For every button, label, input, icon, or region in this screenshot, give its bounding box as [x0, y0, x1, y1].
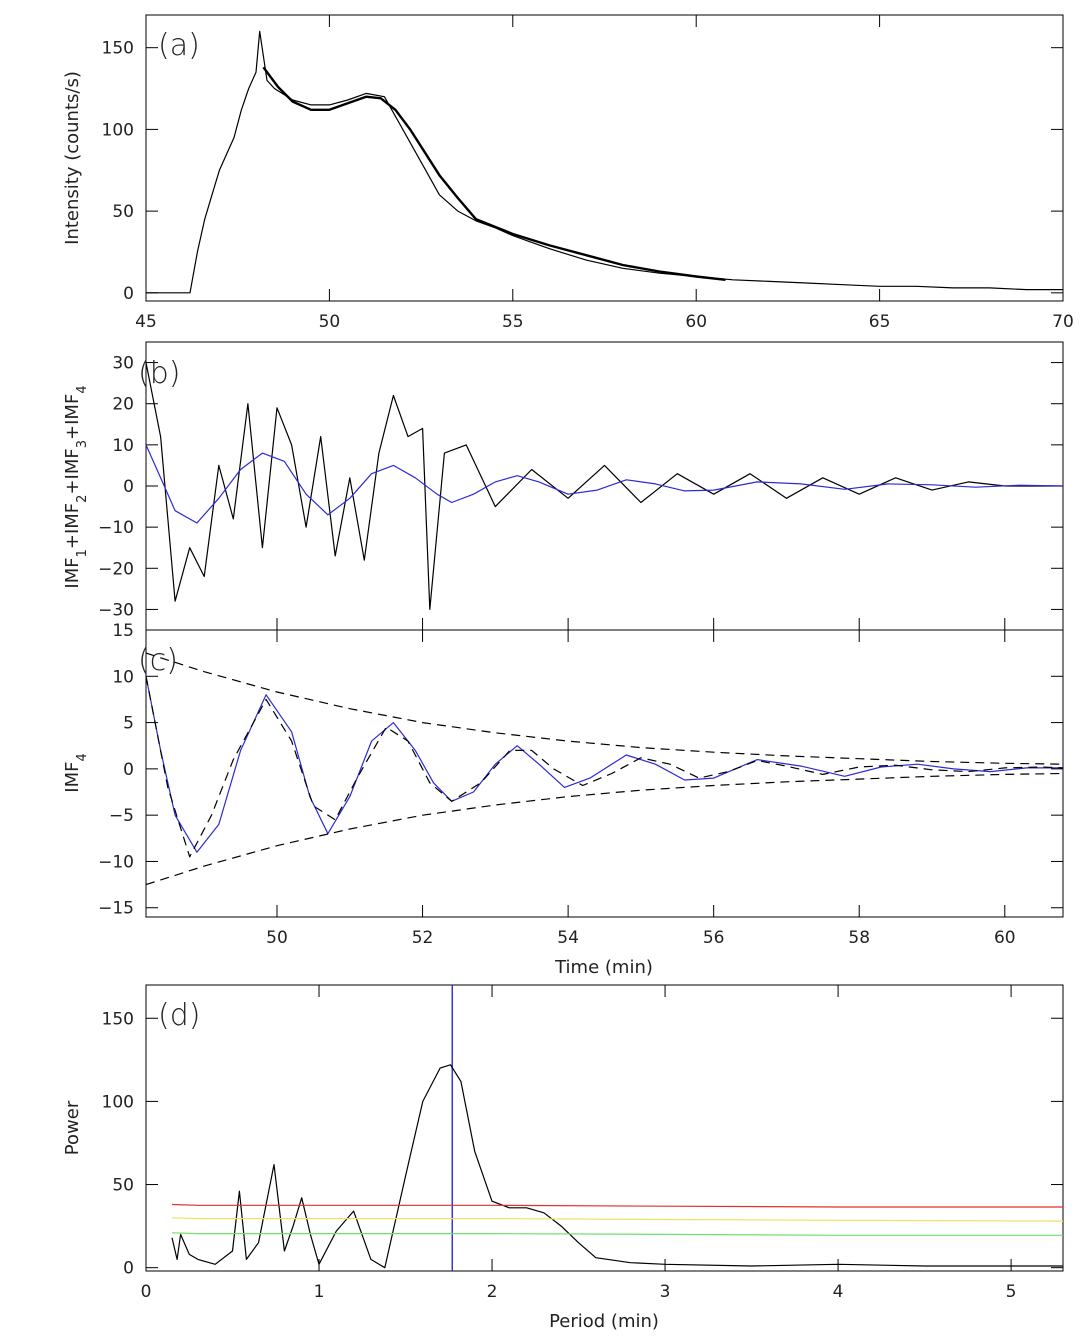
y-tick-label: 150: [102, 39, 134, 59]
series-yellow-level: [171, 1217, 1064, 1222]
x-tick-label: 65: [869, 312, 891, 332]
series-smoothed-trend: [262, 66, 726, 281]
y-tick-label: 0: [123, 1259, 134, 1279]
panel-c-chart: −15 −10 −5 0 5 10 15 50 52 54 56 58 60 (c) IMF4 Time…: [62, 621, 1064, 978]
y-tick-label: 50: [112, 202, 134, 222]
x-tick-label: 4: [833, 1282, 844, 1302]
panel-b-label: (b): [138, 356, 180, 391]
y-tick-label: 0: [123, 760, 134, 780]
panel-b-ylabel: IMF1+IMF2+IMF3+IMF4: [62, 385, 90, 588]
y-tick-label: −10: [98, 518, 134, 538]
y-tick-label: 0: [123, 477, 134, 497]
panel-c-ticks: [146, 629, 1063, 917]
y-tick-label: 50: [112, 1176, 134, 1196]
y-tick-label: 30: [112, 354, 134, 374]
y-tick-label: 10: [112, 436, 134, 456]
panel-c-ylabel: IMF4: [62, 753, 90, 792]
panel-b-chart: −30 −20 −10 0 10 20 30 (b) IMF1+IMF2+IMF3+IMF4: [62, 341, 1064, 631]
panel-c-xlabel: Time (min): [554, 957, 653, 978]
y-tick-label: 100: [102, 1092, 134, 1112]
y-tick-label: 20: [112, 395, 134, 415]
x-tick-label: 2: [487, 1282, 498, 1302]
panel-d-ticks: [145, 985, 1063, 1271]
panel-a-ylabel: Intensity (counts/s): [62, 71, 83, 245]
panel-d-series: [171, 985, 1064, 1271]
panel-d-frame: [145, 984, 1064, 1272]
panel-d-xlabel: Period (min): [549, 1311, 659, 1332]
panel-d-ylabel: Power: [62, 1100, 83, 1155]
x-tick-label: 1: [314, 1282, 325, 1302]
y-tick-label: −15: [98, 899, 134, 919]
panel-a-chart: 0 50 100 150 45 50 55 60 65 70 (a) Intensity (cou…: [62, 14, 1074, 332]
x-tick-label: 60: [994, 928, 1016, 948]
panel-c-frame: [145, 629, 1064, 918]
panel-c-tick-labels: −15 −10 −5 0 5 10 15 50 52 54 56 58 60: [98, 621, 1015, 948]
y-tick-label: 15: [112, 621, 134, 641]
series-damped-fit: [145, 676, 1064, 858]
y-tick-label: −5: [109, 806, 134, 826]
x-tick-label: 60: [685, 312, 707, 332]
panel-a-label: (a): [158, 28, 200, 63]
series-upper-envelope: [145, 652, 1064, 765]
panel-a-series: [146, 30, 1063, 294]
x-tick-label: 50: [319, 312, 341, 332]
series-lower-envelope: [145, 772, 1064, 886]
x-tick-label: 58: [848, 928, 870, 948]
series-power-spectrum: [171, 1064, 1063, 1269]
series-imf4-blue-: [145, 444, 1064, 524]
x-tick-label: 45: [135, 312, 157, 332]
panel-d-tick-labels: 0 50 100 150 0 1 2 3 4 5: [102, 1009, 1017, 1302]
x-tick-label: 3: [660, 1282, 671, 1302]
panel-a-tick-labels: 0 50 100 150 45 50 55 60 65 70: [102, 39, 1074, 332]
x-tick-label: 54: [557, 928, 579, 948]
y-tick-label: 150: [102, 1009, 134, 1029]
panel-a-ticks: [145, 15, 1064, 301]
x-tick-label: 56: [703, 928, 725, 948]
panel-b-series: [145, 362, 1064, 611]
x-tick-label: 5: [1006, 1282, 1017, 1302]
panel-b-tick-labels: −30 −20 −10 0 10 20 30: [98, 354, 134, 621]
y-tick-label: −10: [98, 852, 134, 872]
panel-d-label: (d): [158, 998, 200, 1033]
panel-c-series: [145, 652, 1064, 886]
series-red-level: [171, 1203, 1063, 1208]
x-tick-label: 50: [266, 928, 288, 948]
panel-d-chart: 0 50 100 150 0 1 2 3 4 5 (d) Power Period (min): [62, 984, 1064, 1332]
panel-c-label: (c): [138, 643, 178, 678]
panel-b-frame: [145, 341, 1064, 631]
panel-a-frame: [145, 14, 1064, 302]
x-tick-label: 52: [412, 928, 434, 948]
x-tick-label: 55: [502, 312, 524, 332]
x-tick-label: 0: [141, 1282, 152, 1302]
series-green-level: [171, 1232, 1063, 1236]
series-imf-sum: [145, 362, 1063, 611]
y-tick-label: −20: [98, 559, 134, 579]
y-tick-label: 5: [123, 714, 134, 734]
y-tick-label: 10: [112, 667, 134, 687]
panel-b-ticks: [146, 362, 1063, 630]
y-tick-label: 100: [102, 120, 134, 140]
y-tick-label: −30: [98, 600, 134, 620]
series-imf4-blue-: [145, 676, 1063, 853]
series-light-curve: [146, 30, 1063, 294]
x-tick-label: 70: [1052, 312, 1074, 332]
y-tick-label: 0: [123, 284, 134, 304]
